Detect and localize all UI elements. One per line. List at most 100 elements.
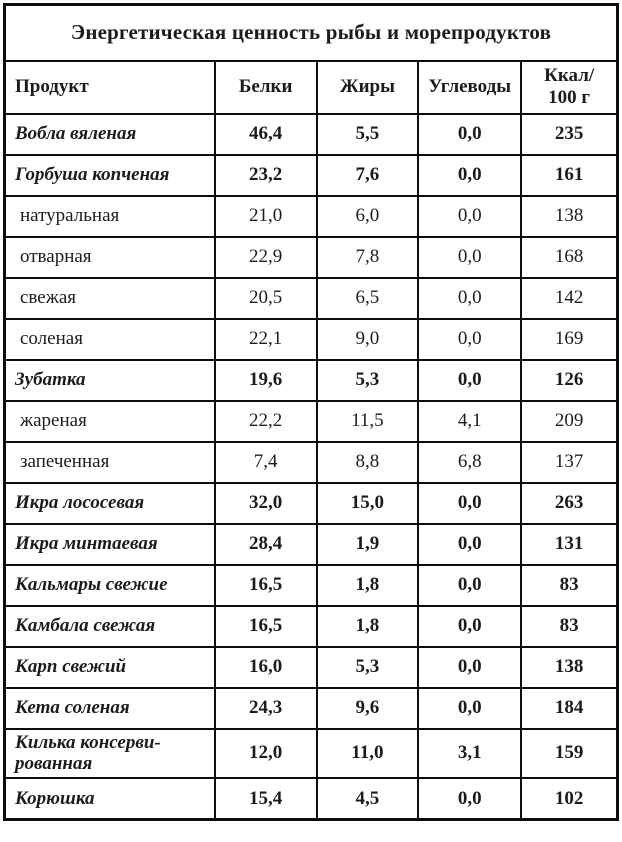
carbs-cell: 0,0	[417, 522, 523, 566]
fat-cell: 9,6	[315, 686, 420, 730]
product-cell: Кальмары свежие	[3, 563, 216, 607]
carbs-cell: 0,0	[417, 686, 523, 730]
product-cell: Икра лососевая	[3, 481, 216, 525]
protein-cell: 12,0	[213, 727, 318, 780]
protein-cell: 20,5	[213, 276, 318, 320]
protein-cell: 16,0	[213, 645, 318, 689]
carbs-cell: 0,0	[417, 604, 523, 648]
carbs-cell: 3,1	[417, 727, 523, 780]
fat-cell: 1,8	[315, 563, 420, 607]
product-cell: Зубатка	[3, 358, 216, 402]
carbs-cell: 0,0	[417, 645, 523, 689]
protein-cell: 24,3	[213, 686, 318, 730]
table-header-row: Продукт Белки Жиры Углеводы Ккал/ 100 г	[3, 59, 619, 115]
kcal-cell: 184	[520, 686, 619, 730]
kcal-cell: 142	[520, 276, 619, 320]
product-cell: Вобла вяленая	[3, 112, 216, 156]
product-cell: запеченная	[3, 440, 216, 484]
kcal-cell: 209	[520, 399, 619, 443]
table-title: Энергетическая ценность рыбы и морепроду…	[3, 3, 619, 62]
kcal-cell: 263	[520, 481, 619, 525]
table-row: Горбуша копченая 23,2 7,6 0,0 161	[3, 153, 619, 197]
carbs-cell: 0,0	[417, 235, 523, 279]
table-row: соленая 22,1 9,0 0,0 169	[3, 317, 619, 361]
table-row: запеченная 7,4 8,8 6,8 137	[3, 440, 619, 484]
table-row: Карп свежий 16,0 5,3 0,0 138	[3, 645, 619, 689]
fat-cell: 8,8	[315, 440, 420, 484]
kcal-cell: 169	[520, 317, 619, 361]
protein-cell: 15,4	[213, 777, 318, 821]
column-header-protein: Белки	[213, 59, 318, 115]
fat-cell: 7,6	[315, 153, 420, 197]
kcal-cell: 83	[520, 604, 619, 648]
table-row: Кета соленая 24,3 9,6 0,0 184	[3, 686, 619, 730]
fat-cell: 15,0	[315, 481, 420, 525]
table-row: Вобла вяленая 46,4 5,5 0,0 235	[3, 112, 619, 156]
column-header-product: Продукт	[3, 59, 216, 115]
product-cell: жареная	[3, 399, 216, 443]
column-header-kcal: Ккал/ 100 г	[520, 59, 619, 115]
kcal-cell: 161	[520, 153, 619, 197]
protein-cell: 22,9	[213, 235, 318, 279]
kcal-cell: 83	[520, 563, 619, 607]
fat-cell: 11,5	[315, 399, 420, 443]
carbs-cell: 0,0	[417, 358, 523, 402]
product-cell: отварная	[3, 235, 216, 279]
product-cell: Горбуша копченая	[3, 153, 216, 197]
kcal-cell: 102	[520, 777, 619, 821]
column-header-fat: Жиры	[315, 59, 420, 115]
protein-cell: 46,4	[213, 112, 318, 156]
kcal-cell: 138	[520, 194, 619, 238]
kcal-cell: 138	[520, 645, 619, 689]
protein-cell: 32,0	[213, 481, 318, 525]
protein-cell: 21,0	[213, 194, 318, 238]
carbs-cell: 6,8	[417, 440, 523, 484]
table-row: Икра минтаевая 28,4 1,9 0,0 131	[3, 522, 619, 566]
table-row: жареная 22,2 11,5 4,1 209	[3, 399, 619, 443]
carbs-cell: 0,0	[417, 276, 523, 320]
carbs-cell: 0,0	[417, 317, 523, 361]
kcal-cell: 235	[520, 112, 619, 156]
carbs-cell: 0,0	[417, 481, 523, 525]
table-row: Кальмары свежие 16,5 1,8 0,0 83	[3, 563, 619, 607]
product-cell: натуральная	[3, 194, 216, 238]
product-cell: Килька консерви- рованная	[3, 727, 216, 780]
table-title-row: Энергетическая ценность рыбы и морепроду…	[3, 3, 619, 62]
fat-cell: 5,3	[315, 358, 420, 402]
kcal-cell: 137	[520, 440, 619, 484]
fat-cell: 9,0	[315, 317, 420, 361]
table-row: свежая 20,5 6,5 0,0 142	[3, 276, 619, 320]
carbs-cell: 0,0	[417, 112, 523, 156]
table-row: Икра лососевая 32,0 15,0 0,0 263	[3, 481, 619, 525]
fat-cell: 1,9	[315, 522, 420, 566]
carbs-cell: 0,0	[417, 777, 523, 821]
protein-cell: 16,5	[213, 563, 318, 607]
kcal-cell: 131	[520, 522, 619, 566]
table-body: Вобла вяленая 46,4 5,5 0,0 235 Горбуша копчен…	[3, 112, 619, 821]
fat-cell: 7,8	[315, 235, 420, 279]
fat-cell: 5,5	[315, 112, 420, 156]
table-row: Зубатка 19,6 5,3 0,0 126	[3, 358, 619, 402]
nutrition-table: Энергетическая ценность рыбы и морепроду…	[3, 3, 619, 821]
product-cell: соленая	[3, 317, 216, 361]
product-cell: Икра минтаевая	[3, 522, 216, 566]
product-cell: Камбала свежая	[3, 604, 216, 648]
protein-cell: 19,6	[213, 358, 318, 402]
table-row: отварная 22,9 7,8 0,0 168	[3, 235, 619, 279]
carbs-cell: 0,0	[417, 153, 523, 197]
protein-cell: 23,2	[213, 153, 318, 197]
product-cell: Корюшка	[3, 777, 216, 821]
protein-cell: 16,5	[213, 604, 318, 648]
protein-cell: 22,2	[213, 399, 318, 443]
fat-cell: 4,5	[315, 777, 420, 821]
fat-cell: 11,0	[315, 727, 420, 780]
protein-cell: 7,4	[213, 440, 318, 484]
protein-cell: 28,4	[213, 522, 318, 566]
fat-cell: 1,8	[315, 604, 420, 648]
product-cell: Карп свежий	[3, 645, 216, 689]
product-cell: свежая	[3, 276, 216, 320]
carbs-cell: 4,1	[417, 399, 523, 443]
table-row: Корюшка 15,4 4,5 0,0 102	[3, 777, 619, 821]
table-row: Килька консерви- рованная 12,0 11,0 3,1 159	[3, 727, 619, 780]
